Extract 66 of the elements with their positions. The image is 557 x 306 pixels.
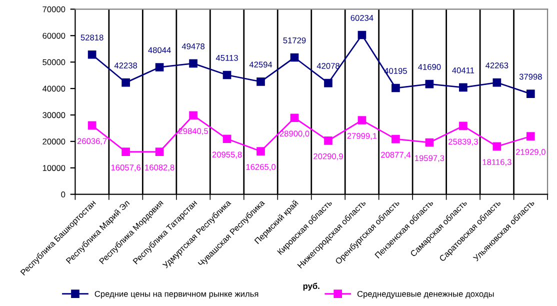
point: [122, 78, 130, 87]
data-label: 40411: [452, 67, 474, 74]
y-tick-label: 10000: [42, 165, 66, 171]
data-label: 42594: [249, 62, 272, 68]
point: [290, 53, 299, 62]
data-label: 20290,9: [314, 153, 343, 160]
data-label: 25839,3: [448, 138, 478, 146]
point: [526, 132, 535, 140]
point: [189, 111, 198, 120]
data-label: 29840,5: [178, 128, 208, 135]
point: [358, 116, 366, 124]
data-label: 52818: [80, 34, 104, 40]
data-label: 42263: [486, 62, 508, 68]
point: [324, 78, 332, 88]
data-label: 28900,0: [280, 130, 310, 138]
point: [122, 148, 130, 156]
data-label: 19597,3: [415, 155, 444, 162]
y-tick-label: 20000: [42, 138, 66, 145]
data-label: 37998: [519, 74, 542, 80]
y-tick-label: 50000: [42, 59, 66, 66]
point: [189, 59, 198, 68]
data-label: 16057,6: [111, 164, 140, 172]
y-tick-label: 30000: [42, 112, 66, 118]
point: [222, 70, 232, 80]
data-label: 16265,0: [246, 164, 276, 171]
data-label: 45113: [216, 54, 238, 61]
point: [459, 83, 468, 92]
point: [155, 63, 164, 72]
y-tick-label: 70000: [42, 6, 66, 12]
point: [324, 136, 332, 145]
point: [88, 50, 96, 59]
data-label: 26036,7: [77, 138, 107, 146]
point: [459, 122, 468, 130]
point: [392, 134, 400, 144]
data-label: 60234: [350, 14, 374, 21]
data-label: 41690: [418, 64, 441, 70]
data-label: 20877,4: [381, 152, 411, 159]
data-label: 20955,8: [212, 152, 242, 158]
point: [155, 148, 164, 156]
y-tick-label: 40000: [42, 86, 66, 92]
data-label: 49478: [182, 43, 205, 50]
data-label: 42078: [316, 62, 340, 69]
point: [256, 77, 265, 86]
point: [88, 121, 96, 130]
x-axis-title: руб.: [303, 282, 320, 291]
point: [526, 90, 535, 98]
point: [290, 114, 299, 122]
data-label: 21929,0: [516, 149, 546, 156]
data-label: 51729: [283, 37, 306, 44]
point: [222, 134, 232, 144]
point: [392, 84, 400, 92]
y-tick-label: 60000: [42, 32, 66, 39]
data-label: 16082,8: [145, 164, 174, 172]
data-label: 27999,1: [347, 132, 377, 140]
data-label: 18116,3: [482, 159, 512, 166]
legend-label: Среднедушевые денежные доходы: [357, 290, 494, 298]
point: [256, 147, 265, 156]
point: [425, 138, 434, 147]
point: [425, 80, 434, 88]
data-label: 48044: [148, 47, 171, 54]
point: [492, 78, 502, 87]
y-tick-label: 0: [61, 192, 66, 198]
point: [358, 30, 366, 40]
legend-label: Средние цены на первичном рынке жилья: [94, 290, 258, 298]
point: [492, 142, 502, 151]
data-label: 42238: [114, 62, 138, 68]
